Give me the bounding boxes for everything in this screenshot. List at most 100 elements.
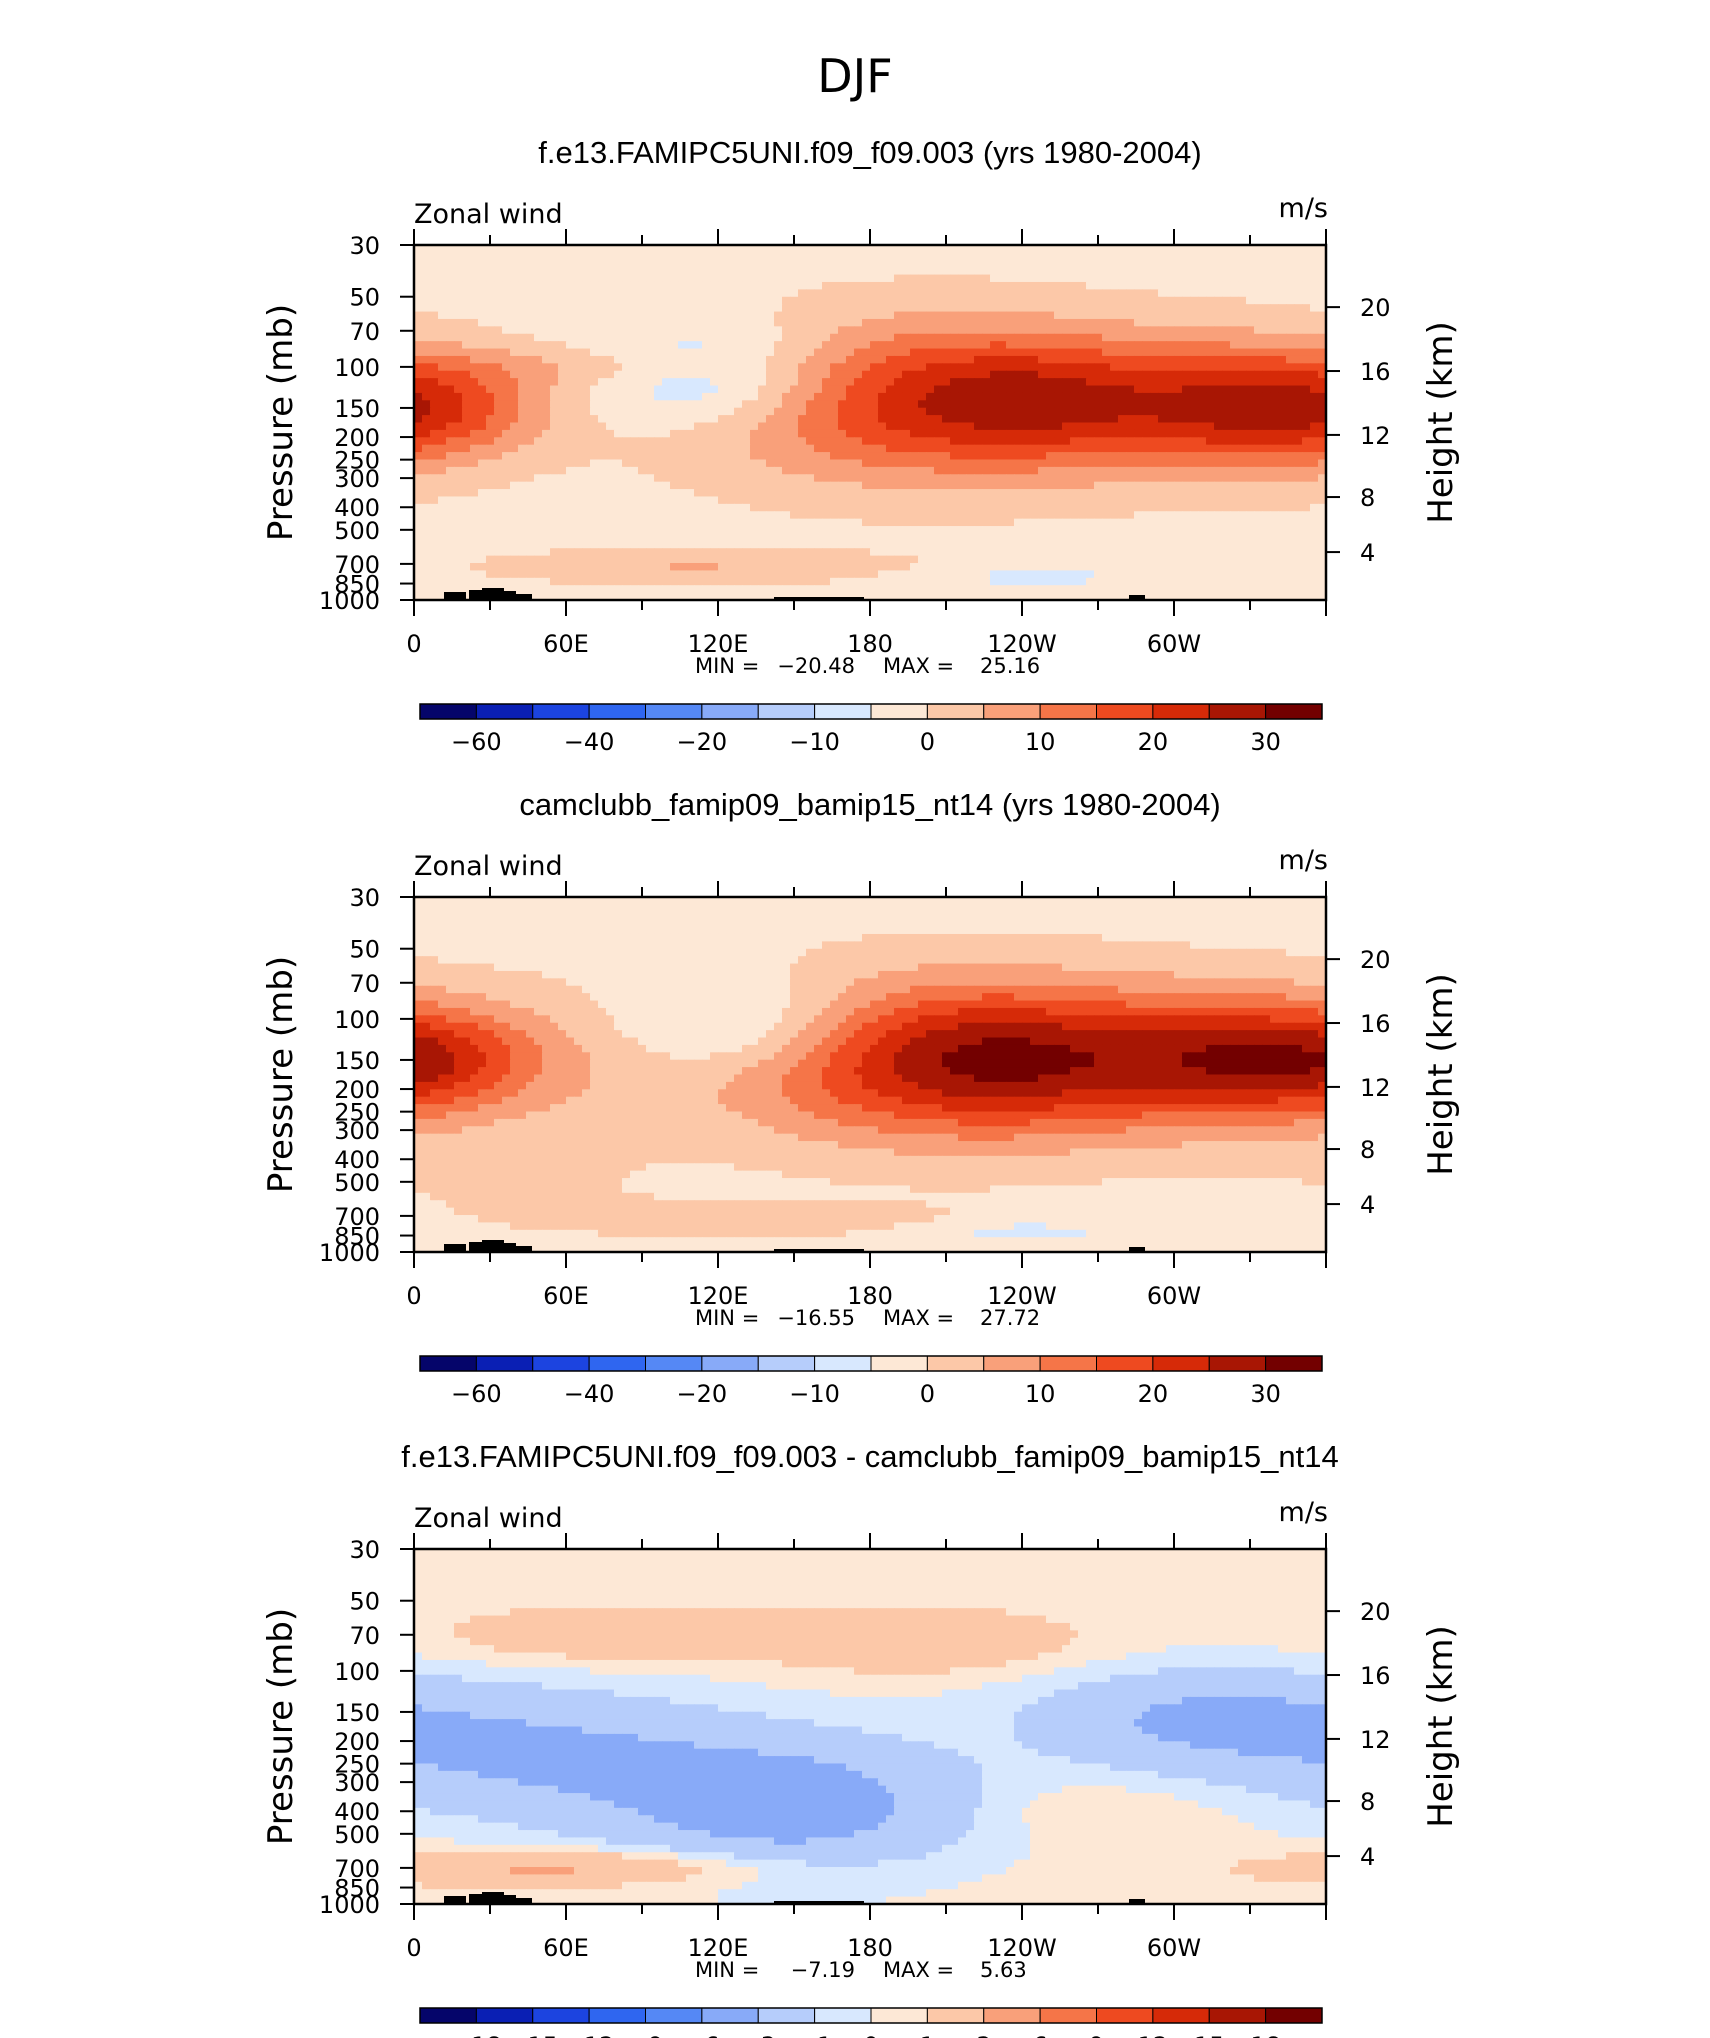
contour-cell [846, 385, 855, 394]
contour-cell [1046, 259, 1055, 268]
contour-cell [1286, 348, 1295, 357]
contour-cell [934, 518, 943, 527]
contour-cell [966, 533, 975, 542]
contour-cell [734, 355, 743, 364]
contour-cell [534, 363, 543, 372]
contour-cell [982, 407, 991, 416]
contour-cell [414, 341, 423, 350]
contour-cell [510, 429, 519, 438]
contour-cell [1206, 385, 1215, 394]
contour-cell [622, 540, 631, 549]
contour-cell [734, 459, 743, 468]
contour-cell [958, 407, 967, 416]
contour-cell [1198, 548, 1207, 557]
contour-cell [526, 363, 535, 372]
contour-cell [1086, 274, 1095, 283]
contour-cell [1006, 422, 1015, 431]
contour-cell [822, 274, 831, 283]
contour-cell [1230, 555, 1239, 564]
contour-cell [1142, 548, 1151, 557]
contour-cell [1094, 511, 1103, 520]
contour-cell [774, 289, 783, 298]
contour-cell [1182, 274, 1191, 283]
contour-cell [686, 400, 695, 409]
contour-cell [886, 422, 895, 431]
contour-cell [942, 281, 951, 290]
contour-cell [1278, 466, 1287, 475]
contour-cell [590, 341, 599, 350]
contour-cell [502, 481, 511, 490]
contour-cell [1054, 466, 1063, 475]
contour-cell [1286, 526, 1295, 535]
contour-cell [710, 274, 719, 283]
contour-cell [1302, 548, 1311, 557]
contour-cell [878, 252, 887, 261]
contour-cell [1254, 555, 1263, 564]
contour-cell [990, 518, 999, 527]
contour-cell [830, 503, 839, 512]
contour-cell [542, 548, 551, 557]
contour-cell [1078, 511, 1087, 520]
contour-cell [1134, 392, 1143, 401]
contour-cell [998, 252, 1007, 261]
contour-cell [1294, 267, 1303, 276]
contour-cell [574, 437, 583, 446]
contour-cell [998, 318, 1007, 327]
contour-cell [926, 355, 935, 364]
contour-cell [1102, 289, 1111, 298]
contour-cell [1174, 444, 1183, 453]
contour-cell [654, 355, 663, 364]
contour-cell [1254, 304, 1263, 313]
contour-cell [1134, 400, 1143, 409]
contour-cell [982, 385, 991, 394]
contour-cell [1134, 407, 1143, 416]
contour-cell [1094, 392, 1103, 401]
contour-cell [686, 252, 695, 261]
contour-cell [1102, 422, 1111, 431]
contour-cell [470, 444, 479, 453]
contour-cell [734, 548, 743, 557]
contour-cell [1014, 548, 1023, 557]
contour-cell [702, 318, 711, 327]
contour-cell [622, 415, 631, 424]
contour-cell [1182, 318, 1191, 327]
contour-cell [958, 304, 967, 313]
contour-cell [574, 474, 583, 483]
contour-cell [854, 474, 863, 483]
contour-cell [1014, 526, 1023, 535]
contour-cell [894, 548, 903, 557]
contour-cell [1030, 400, 1039, 409]
contour-cell [1206, 452, 1215, 461]
contour-cell [862, 363, 871, 372]
contour-cell [1278, 437, 1287, 446]
contour-cell [1302, 370, 1311, 379]
contour-cell [662, 333, 671, 342]
contour-cell [702, 281, 711, 290]
contour-cell [1214, 474, 1223, 483]
contour-cell [878, 259, 887, 268]
contour-cell [1046, 563, 1055, 572]
contour-cell [478, 415, 487, 424]
contour-cell [1190, 281, 1199, 290]
contour-cell [766, 563, 775, 572]
contour-cell [694, 363, 703, 372]
contour-cell [1030, 370, 1039, 379]
contour-cell [430, 540, 439, 549]
contour-cell [1190, 385, 1199, 394]
contour-cell [990, 563, 999, 572]
contour-cell [1294, 533, 1303, 542]
contour-cell [918, 555, 927, 564]
contour-cell [766, 400, 775, 409]
contour-cell [1262, 466, 1271, 475]
contour-cell [1262, 518, 1271, 527]
contour-cell [846, 304, 855, 313]
contour-cell [550, 304, 559, 313]
contour-cell [798, 252, 807, 261]
contour-cell [958, 415, 967, 424]
contour-cell [1158, 326, 1167, 335]
contour-cell [1150, 296, 1159, 305]
contour-cell [838, 503, 847, 512]
contour-cell [870, 422, 879, 431]
contour-cell [766, 474, 775, 483]
contour-cell [838, 466, 847, 475]
